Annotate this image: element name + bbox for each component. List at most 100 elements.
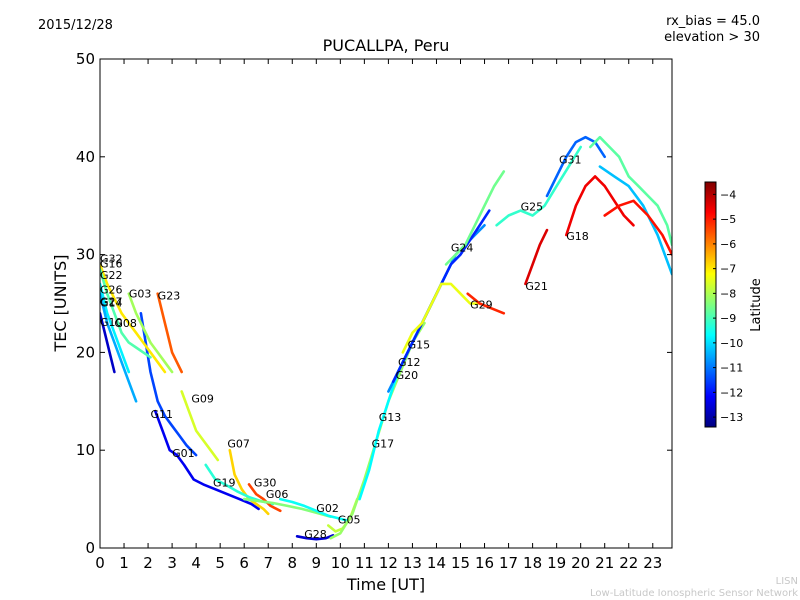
y-tick-label: 50 [76, 50, 95, 68]
satellite-label-g18: G18 [566, 230, 589, 243]
satellite-label-g21: G21 [525, 280, 548, 293]
series-g15 [401, 282, 482, 354]
series-g10 [598, 165, 672, 276]
x-tick-label: 0 [95, 554, 105, 572]
satellite-label-g16: G16 [100, 257, 123, 270]
x-tick-label: 1 [119, 554, 129, 572]
satellite-label-g02: G02 [316, 502, 339, 515]
satellite-label-g26: G26 [100, 284, 123, 297]
series-g09 [180, 390, 220, 462]
colorbar-tick-label: −4 [720, 188, 736, 201]
colorbar-ticks: −4 −5 −6 −7 −8 −9 −10 −11 −12 −13 [713, 188, 743, 424]
credit-line2: Low-Latitude Ionospheric Sensor Network [590, 588, 798, 599]
x-tick-label: 7 [263, 554, 273, 572]
satellite-label-g11: G11 [150, 408, 173, 421]
series-g14 [100, 311, 116, 374]
series-layer [100, 135, 672, 541]
satellite-label-g28: G28 [304, 528, 327, 541]
series-g11 [139, 311, 198, 457]
series-g26 [100, 292, 138, 403]
series-g08 [588, 135, 672, 247]
x-tick-label: 2 [143, 554, 153, 572]
x-tick-label: 22 [619, 554, 638, 572]
series-g03 [127, 292, 174, 374]
satellite-label-g06: G06 [266, 488, 289, 501]
satellite-label-g14: G14 [100, 296, 123, 309]
series-g32 [100, 263, 167, 374]
satellite-label-g10: G10 [100, 316, 123, 329]
x-tick-label: 13 [403, 554, 422, 572]
plot-frame [99, 58, 673, 549]
colorbar-tick-label: −6 [720, 238, 736, 251]
satellite-label-g03: G03 [129, 288, 152, 301]
colorbar-tick-label: −13 [720, 411, 743, 424]
x-tick-label: 10 [331, 554, 350, 572]
series-g18 [564, 175, 635, 237]
y-axis: 0 10 20 30 40 50 [76, 50, 672, 557]
satellite-label-g12: G12 [398, 356, 421, 369]
x-axis-label: Time [UT] [346, 575, 425, 594]
colorbar-tick-label: −5 [720, 213, 736, 226]
satellite-label-g09: G09 [191, 392, 214, 405]
satellite-label-g31: G31 [559, 154, 582, 167]
satellite-label-g15: G15 [408, 338, 431, 351]
y-tick-label: 20 [76, 343, 95, 361]
satellite-label-g13: G13 [379, 411, 402, 424]
observation-params: rx_bias = 45.0 elevation > 30 [664, 14, 760, 46]
x-tick-label: 18 [523, 554, 542, 572]
satellite-label-g27: G27 [100, 295, 123, 308]
satellite-label-g24: G24 [451, 242, 474, 255]
elevation-label: elevation > 30 [664, 30, 760, 45]
satellite-label-g17: G17 [372, 437, 395, 450]
series-g02 [278, 497, 349, 522]
satellite-label-g32: G32 [100, 252, 123, 265]
colorbar-tick-label: −11 [720, 362, 743, 375]
series-g25 [495, 145, 583, 227]
satellite-label-g07: G07 [227, 437, 250, 450]
satellite-label-g19: G19 [213, 476, 236, 489]
series-g24 [444, 170, 506, 266]
x-tick-label: 17 [499, 554, 518, 572]
y-tick-label: 40 [76, 148, 95, 166]
x-tick-label: 6 [239, 554, 249, 572]
series-g22 [100, 282, 131, 374]
colorbar-tick-label: −9 [720, 312, 736, 325]
colorbar-tick-label: −10 [720, 337, 743, 350]
y-tick-label: 30 [76, 246, 95, 264]
x-axis: 0 1 2 3 4 5 6 7 8 9 10 11 12 13 14 15 16 17 18 19 20 21 22 23 [95, 59, 662, 572]
chart-title: PUCALLPA, Peru [322, 36, 450, 55]
series-g29 [466, 292, 506, 315]
y-tick-label: 0 [85, 539, 95, 557]
x-tick-label: 20 [571, 554, 590, 572]
series-g27 [603, 199, 672, 256]
series-g01 [154, 409, 260, 511]
satellite-label-g25: G25 [521, 201, 544, 214]
x-tick-label: 3 [167, 554, 177, 572]
x-tick-label: 23 [643, 554, 662, 572]
colorbar-tick-label: −8 [720, 287, 736, 300]
colorbar-tick-label: −7 [720, 263, 736, 276]
series-g16 [100, 267, 152, 359]
satellite-label-g08: G08 [114, 317, 137, 330]
y-axis-label: TEC [UNITS] [51, 255, 70, 353]
satellite-label-g29: G29 [470, 298, 493, 311]
x-tick-label: 11 [355, 554, 374, 572]
colorbar-gradient [704, 181, 717, 428]
series-g06 [242, 497, 333, 519]
colorbar-label: Latitude [749, 278, 764, 332]
x-tick-label: 4 [191, 554, 201, 572]
satellite-label-g23: G23 [158, 290, 181, 303]
satellite-label-g30: G30 [254, 476, 277, 489]
x-tick-label: 8 [287, 554, 297, 572]
satellite-label-g05: G05 [338, 514, 361, 527]
x-tick-label: 21 [595, 554, 614, 572]
x-tick-label: 15 [451, 554, 470, 572]
colorbar-tick-label: −12 [720, 386, 743, 399]
credit-line1: LISN [775, 576, 798, 587]
series-g13 [358, 272, 448, 501]
satellite-label-g20: G20 [396, 369, 419, 382]
series-g23 [156, 292, 183, 374]
x-tick-label: 16 [475, 554, 494, 572]
